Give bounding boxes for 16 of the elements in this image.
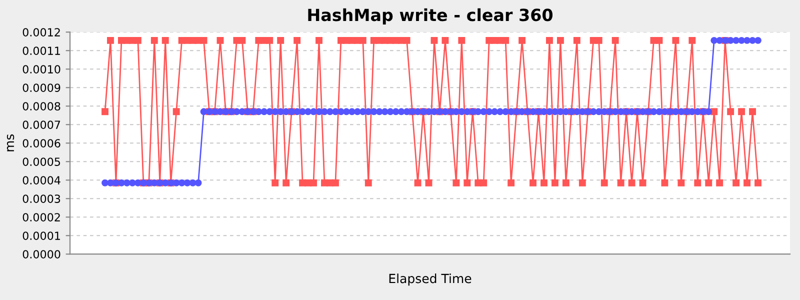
y-tick-label: 0.0005 [22, 158, 60, 166]
y-tick-label: 0.0001 [22, 232, 60, 240]
y-tick-label: 0.0012 [22, 28, 60, 36]
y-tick-label: 0.0010 [22, 65, 60, 74]
y-tick-label: 0.0004 [22, 176, 60, 184]
x-axis-title: Elapsed Time [389, 274, 472, 286]
y-tick-label: 0.0009 [22, 84, 60, 92]
chart-title: HashMap write - clear 360 [308, 8, 553, 24]
y-tick-label: 0.0011 [22, 46, 60, 55]
y-tick-label: 0.0007 [22, 120, 60, 129]
y-tick-label: 0.0003 [22, 194, 60, 203]
y-tick-label: 0.0000 [22, 250, 60, 258]
y-tick-label: 0.0008 [22, 102, 60, 110]
y-tick-label: 0.0002 [22, 213, 60, 222]
y-axis-title: ms [6, 134, 14, 152]
y-tick-label: 0.0006 [22, 139, 60, 148]
